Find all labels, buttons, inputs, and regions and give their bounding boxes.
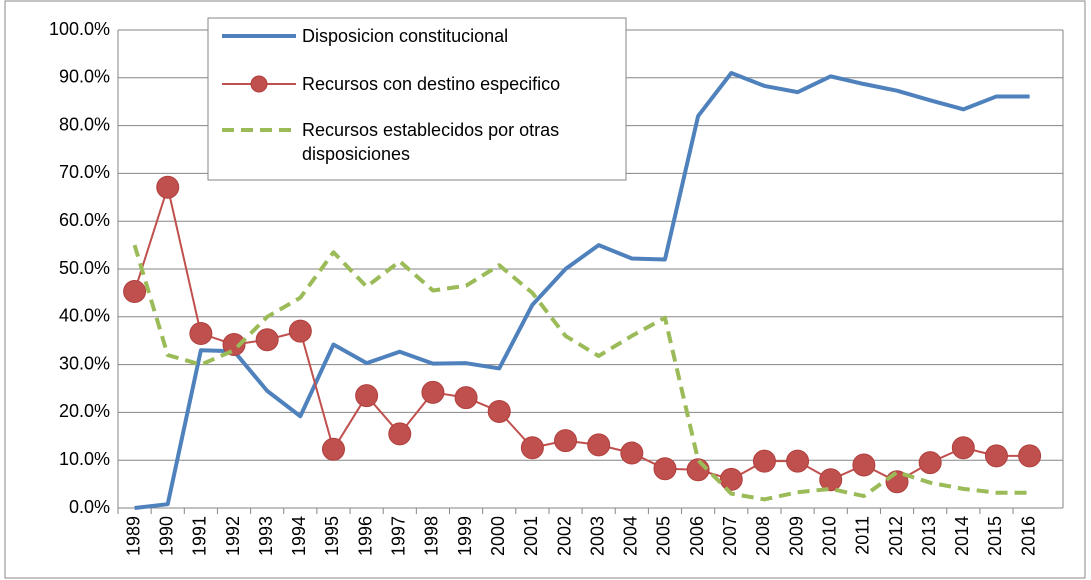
y-tick-label: 60.0% [59,210,110,230]
x-tick-label: 2016 [1018,516,1038,556]
series-marker [984,444,1008,468]
series-marker [222,333,246,357]
x-tick-label: 2004 [621,516,641,556]
x-tick-label: 1992 [223,516,243,556]
y-tick-label: 30.0% [59,353,110,373]
x-tick-label: 2013 [919,516,939,556]
y-tick-label: 100.0% [49,19,110,39]
series-line [133,186,1030,483]
x-tick-label: 2014 [952,516,972,556]
x-tick-label: 2005 [654,516,674,556]
series-marker [123,279,147,303]
x-tick-label: 1990 [156,516,176,556]
series-marker [918,451,942,475]
x-tick-label: 2003 [587,516,607,556]
y-tick-label: 50.0% [59,258,110,278]
series-marker [852,453,876,477]
series-marker [554,429,578,453]
x-tick-label: 1998 [422,516,442,556]
series-marker [620,441,644,465]
series-marker [752,449,776,473]
y-tick-label: 90.0% [59,67,110,87]
legend-marker [250,75,268,93]
legend-label: Disposicion constitucional [302,26,509,46]
y-tick-label: 10.0% [59,449,110,469]
series-marker [520,436,544,460]
series-marker [819,468,843,492]
x-tick-label: 2000 [488,516,508,556]
series-line [134,71,1030,510]
x-tick-label: 2011 [853,516,873,555]
x-tick-label: 1991 [190,516,210,556]
legend-label: Recursos establecidos por otras disposic… [302,120,560,164]
x-tick-label: 2002 [554,516,574,556]
chart-frame [4,0,1086,579]
x-tick-label: 1997 [389,516,409,556]
series-marker [587,433,611,457]
series-marker [189,322,213,346]
series-marker [951,436,975,460]
series-marker [421,380,445,404]
x-tick-label: 1999 [455,516,475,556]
series-marker [653,457,677,481]
series-marker [487,399,511,423]
series-marker [255,328,279,352]
x-tick-label: 1994 [289,516,309,556]
series-marker [156,175,180,199]
x-tick-label: 1993 [256,516,276,556]
x-tick-label: 2001 [521,516,541,556]
x-tick-label: 2007 [720,516,740,556]
x-tick-label: 1996 [355,516,375,556]
x-tick-label: 2015 [985,516,1005,556]
x-tick-label: 2008 [753,516,773,556]
x-tick-label: 2012 [886,516,906,556]
x-tick-label: 1989 [123,516,143,556]
y-tick-label: 40.0% [59,306,110,326]
x-tick-label: 1995 [322,516,342,556]
legend-label: Recursos con destino especifico [302,74,561,94]
series-marker [288,319,312,343]
series-marker [355,384,379,408]
series-marker [1018,444,1042,468]
x-tick-label: 2006 [687,516,707,556]
y-tick-label: 20.0% [59,401,110,421]
series-line [132,244,1030,502]
y-tick-label: 0.0% [69,497,110,517]
series-marker [719,467,743,491]
series-marker [786,449,810,473]
series-marker [454,386,478,410]
x-tick-label: 2010 [819,516,839,556]
series-marker [388,422,412,446]
y-tick-label: 80.0% [59,114,110,134]
legend-box [207,17,627,181]
series-marker [321,437,345,461]
x-tick-label: 2009 [786,516,806,556]
y-tick-label: 70.0% [59,162,110,182]
